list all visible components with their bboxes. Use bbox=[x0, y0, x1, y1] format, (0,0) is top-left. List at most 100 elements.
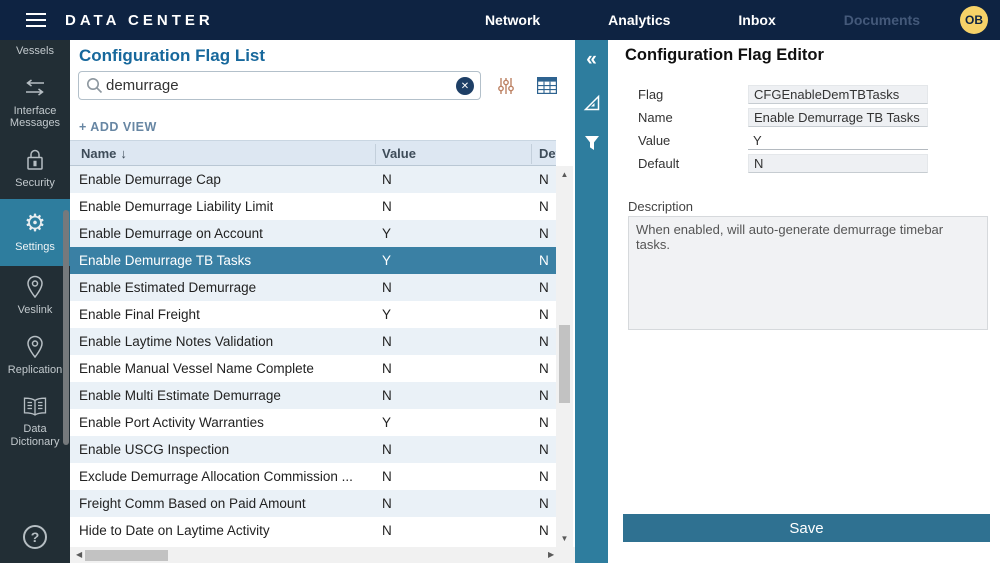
scroll-left-icon[interactable]: ◀ bbox=[76, 550, 82, 559]
column-header-name[interactable]: Name↓ bbox=[81, 146, 127, 161]
scroll-up-icon[interactable]: ▲ bbox=[556, 170, 573, 179]
nav-link-analytics[interactable]: Analytics bbox=[574, 12, 704, 28]
sidebar-item-vessels[interactable]: Vessels bbox=[0, 40, 70, 67]
table-row[interactable]: Enable Multi Estimate DemurrageNN bbox=[70, 382, 556, 409]
nav-link-documents: Documents bbox=[810, 12, 954, 28]
search-box: ✕ bbox=[78, 71, 481, 100]
description-field[interactable]: When enabled, will auto-generate demurra… bbox=[628, 216, 988, 330]
sidebar-items: Vessels Interface Messages Security ⚙ Settin… bbox=[0, 40, 70, 458]
sidebar-item-veslink[interactable]: Veslink bbox=[0, 266, 70, 326]
clear-search-icon[interactable]: ✕ bbox=[456, 77, 474, 95]
cell-value: N bbox=[382, 280, 392, 295]
column-divider bbox=[531, 144, 532, 164]
sidebar-item-replication[interactable]: Replication bbox=[0, 326, 70, 386]
hamburger-menu-icon[interactable] bbox=[25, 12, 47, 28]
cell-name: Enable Laytime Notes Validation bbox=[79, 334, 273, 349]
cell-name: Enable Demurrage Cap bbox=[79, 172, 221, 187]
cell-value: N bbox=[382, 334, 392, 349]
set-square-icon[interactable] bbox=[582, 93, 602, 113]
field-input-flag[interactable] bbox=[748, 85, 928, 104]
gear-icon: ⚙ bbox=[24, 212, 46, 236]
column-divider bbox=[375, 144, 376, 164]
cell-default: N bbox=[539, 253, 549, 268]
table-row[interactable]: Enable USCG InspectionNN bbox=[70, 436, 556, 463]
sidebar-scrollbar[interactable] bbox=[63, 210, 69, 445]
horizontal-scrollbar[interactable]: ◀ ▶ bbox=[70, 547, 575, 563]
cell-default: N bbox=[539, 361, 549, 376]
cell-name: Enable Demurrage on Account bbox=[79, 226, 263, 241]
scroll-right-icon[interactable]: ▶ bbox=[548, 550, 554, 559]
cell-default: N bbox=[539, 280, 549, 295]
cell-value: Y bbox=[382, 226, 391, 241]
sidebar-item-security[interactable]: Security bbox=[0, 139, 70, 199]
filter-sliders-icon[interactable] bbox=[497, 77, 515, 101]
sidebar-item-label: Interface Messages bbox=[4, 105, 66, 130]
save-button[interactable]: Save bbox=[623, 514, 990, 542]
sidebar-item-data-dictionary[interactable]: Data Dictionary bbox=[0, 385, 70, 457]
table-row[interactable]: Freight Comm Based on Paid Amount N N bbox=[70, 490, 556, 517]
cell-name: Enable Estimated Demurrage bbox=[79, 280, 256, 295]
column-header-value[interactable]: Value bbox=[382, 146, 416, 161]
field-input-default[interactable] bbox=[748, 154, 928, 173]
grid-view-icon[interactable] bbox=[537, 77, 557, 99]
cell-name: Enable Multi Estimate Demurrage bbox=[79, 388, 281, 403]
cell-default: N bbox=[539, 307, 549, 322]
sidebar-item-label: Settings bbox=[4, 241, 66, 254]
table-header: Name↓ Value Default bbox=[70, 140, 556, 166]
cell-default: N bbox=[539, 226, 549, 241]
help-icon[interactable]: ? bbox=[23, 525, 47, 549]
table-row[interactable]: Enable Demurrage on Account Y N bbox=[70, 220, 556, 247]
table-row[interactable]: Exclude Demurrage Allocation Commission … bbox=[70, 463, 556, 490]
cell-default: N bbox=[539, 523, 549, 538]
cell-value: N bbox=[382, 361, 392, 376]
sidebar-item-label: Vessels bbox=[4, 45, 66, 58]
sidebar-item-label: Veslink bbox=[4, 304, 66, 317]
table-row[interactable]: Hide to Date on Laytime ActivityNN bbox=[70, 517, 556, 544]
description-label: Description bbox=[628, 199, 693, 214]
list-title: Configuration Flag List bbox=[79, 46, 265, 66]
cell-name: Enable Port Activity Warranties bbox=[79, 415, 264, 430]
search-input[interactable] bbox=[106, 73, 451, 98]
field-label-flag: Flag bbox=[638, 87, 663, 102]
sidebar-item-label: Data Dictionary bbox=[4, 423, 66, 448]
add-view-button[interactable]: + ADD VIEW bbox=[79, 120, 157, 134]
cell-value: N bbox=[382, 388, 392, 403]
sort-desc-icon: ↓ bbox=[120, 146, 127, 161]
cell-name: Exclude Demurrage Allocation Commission … bbox=[79, 469, 353, 484]
cell-value: N bbox=[382, 199, 392, 214]
sidebar-item-interface-messages[interactable]: Interface Messages bbox=[0, 67, 70, 139]
table-row[interactable]: Enable Demurrage Liability LimitNN bbox=[70, 193, 556, 220]
tool-strip: « bbox=[575, 40, 608, 563]
cell-value: N bbox=[382, 496, 392, 511]
list-panel: Configuration Flag List ✕ + ADD VIEW Nam… bbox=[70, 40, 575, 563]
field-input-name[interactable] bbox=[748, 108, 928, 127]
table-row[interactable]: Enable Demurrage CapNN bbox=[70, 166, 556, 193]
cell-default: N bbox=[539, 442, 549, 457]
nav-link-network[interactable]: Network bbox=[451, 12, 574, 28]
table-row[interactable]: Enable Port Activity WarrantiesYN bbox=[70, 409, 556, 436]
table-row[interactable]: Enable Demurrage TB TasksYN bbox=[70, 247, 556, 274]
table-row[interactable]: Enable Laytime Notes ValidationNN bbox=[70, 328, 556, 355]
field-input-value[interactable] bbox=[748, 131, 928, 150]
scroll-down-icon[interactable]: ▼ bbox=[556, 534, 573, 543]
sidebar-item-settings[interactable]: ⚙ Settings bbox=[0, 199, 70, 267]
cell-value: N bbox=[382, 469, 392, 484]
cell-default: N bbox=[539, 496, 549, 511]
funnel-icon[interactable] bbox=[584, 135, 600, 151]
nav-link-inbox[interactable]: Inbox bbox=[704, 12, 809, 28]
search-icon bbox=[86, 77, 103, 99]
table-row[interactable]: Enable Estimated Demurrage N N bbox=[70, 274, 556, 301]
horizontal-scroll-thumb[interactable] bbox=[85, 550, 168, 561]
table-row[interactable]: Enable Final FreightYN bbox=[70, 301, 556, 328]
column-header-default[interactable]: Default bbox=[539, 146, 556, 161]
cell-value: Y bbox=[382, 253, 391, 268]
collapse-left-icon[interactable]: « bbox=[586, 50, 597, 69]
table-row[interactable]: Enable Manual Vessel Name CompleteNN bbox=[70, 355, 556, 382]
cell-name: Enable USCG Inspection bbox=[79, 442, 229, 457]
cell-name: Enable Demurrage Liability Limit bbox=[79, 199, 273, 214]
avatar[interactable]: OB bbox=[960, 6, 988, 34]
cell-name: Freight Comm Based on Paid Amount bbox=[79, 496, 306, 511]
vertical-scrollbar[interactable]: ▲ ▼ bbox=[556, 166, 573, 547]
nav-links: NetworkAnalyticsInboxDocuments bbox=[451, 12, 954, 28]
vertical-scroll-thumb[interactable] bbox=[559, 325, 570, 403]
